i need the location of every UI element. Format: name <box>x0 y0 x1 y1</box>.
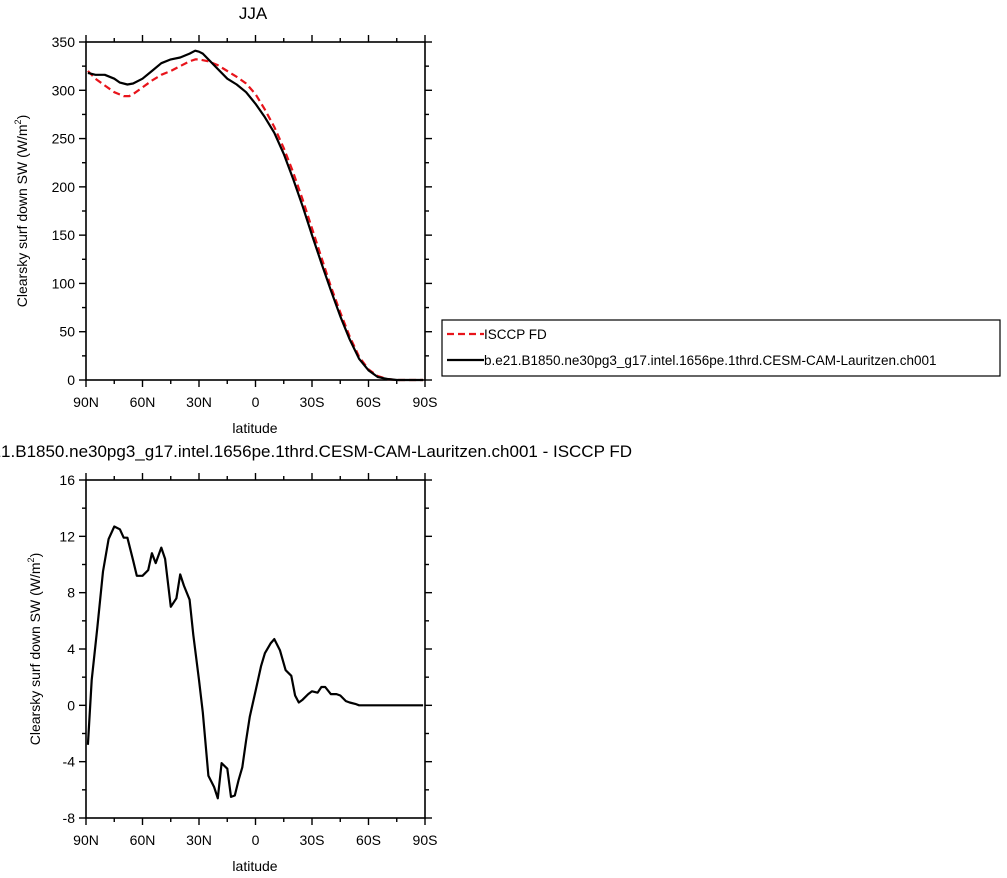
bottom-x-tick-label: 90S <box>413 832 438 848</box>
top-y-ticks: 0 50 100 150 200 250 300 350 <box>52 34 432 388</box>
top-y-tick-label: 200 <box>52 179 76 195</box>
bottom-x-tick-label: 0 <box>252 832 260 848</box>
bottom-y-axis-label-sup: 2 <box>26 557 36 562</box>
top-series-line-1 <box>87 49 424 382</box>
top-y-tick-label: 150 <box>52 227 76 243</box>
bottom-y-tick-label: 8 <box>67 585 75 601</box>
top-series-lines <box>87 49 424 382</box>
top-x-tick-label: 30N <box>186 394 212 410</box>
top-x-tick-label: 60N <box>130 394 156 410</box>
bottom-y-tick-label: 0 <box>67 697 75 713</box>
bottom-y-axis-label-main: Clearsky surf down SW (W/m <box>27 562 43 745</box>
bottom-series-line-0 <box>86 525 424 800</box>
legend-label-model: b.e21.B1850.ne30pg3_g17.intel.1656pe.1th… <box>484 353 937 368</box>
top-y-tick-label: 100 <box>52 275 76 291</box>
bottom-chart-panel: b.e21.B1850.ne30pg3_g17.intel.1656pe.1th… <box>0 442 632 874</box>
top-y-axis-label-end: ) <box>14 115 30 120</box>
top-chart-panel: JJA 90N 60N 30N 0 30S 60S 90S 0 50 100 150 200 250 3… <box>13 4 437 436</box>
top-series-line-0 <box>87 58 424 382</box>
bottom-x-ticks: 90N 60N 30N 0 30S 60S 90S <box>73 473 437 848</box>
legend-label-isccp: ISCCP FD <box>484 327 547 342</box>
bottom-y-tick-label: -4 <box>63 754 76 770</box>
bottom-y-tick-label: -8 <box>63 810 76 826</box>
top-x-tick-label: 60S <box>356 394 381 410</box>
bottom-y-axis-label: Clearsky surf down SW (W/m2) <box>26 553 43 746</box>
legend: ISCCP FD b.e21.B1850.ne30pg3_g17.intel.1… <box>441 319 1001 377</box>
bottom-y-tick-label: 4 <box>67 641 75 657</box>
legend-box <box>441 319 1001 377</box>
bottom-y-tick-label: 12 <box>59 528 75 544</box>
top-y-tick-label: 0 <box>67 372 75 388</box>
bottom-chart-title: b.e21.B1850.ne30pg3_g17.intel.1656pe.1th… <box>0 442 632 461</box>
top-x-axis-label: latitude <box>232 420 277 436</box>
top-y-tick-label: 350 <box>52 34 76 50</box>
bottom-y-ticks: -8 -4 0 4 8 12 16 <box>59 472 432 826</box>
top-y-tick-label: 300 <box>52 82 76 98</box>
bottom-x-tick-label: 60N <box>130 832 156 848</box>
bottom-x-axis-label: latitude <box>232 858 277 874</box>
bottom-chart-frame <box>85 479 426 819</box>
bottom-x-tick-label: 30S <box>300 832 325 848</box>
bottom-y-tick-label: 16 <box>59 472 75 488</box>
top-x-tick-label: 90N <box>73 394 99 410</box>
top-y-axis-label: Clearsky surf down SW (W/m2) <box>13 115 30 308</box>
top-y-tick-label: 50 <box>59 324 75 340</box>
bottom-x-tick-label: 90N <box>73 832 99 848</box>
top-x-tick-label: 90S <box>413 394 438 410</box>
top-y-tick-label: 250 <box>52 131 76 147</box>
top-y-axis-label-main: Clearsky surf down SW (W/m <box>14 124 30 307</box>
top-x-ticks: 90N 60N 30N 0 30S 60S 90S <box>73 35 437 410</box>
top-y-axis-label-sup: 2 <box>13 119 23 124</box>
top-x-tick-label: 30S <box>300 394 325 410</box>
top-x-tick-label: 0 <box>252 394 260 410</box>
bottom-series-lines <box>86 525 424 800</box>
bottom-y-axis-label-end: ) <box>27 553 43 558</box>
bottom-x-tick-label: 60S <box>356 832 381 848</box>
top-chart-title: JJA <box>239 4 268 23</box>
bottom-x-tick-label: 30N <box>186 832 212 848</box>
